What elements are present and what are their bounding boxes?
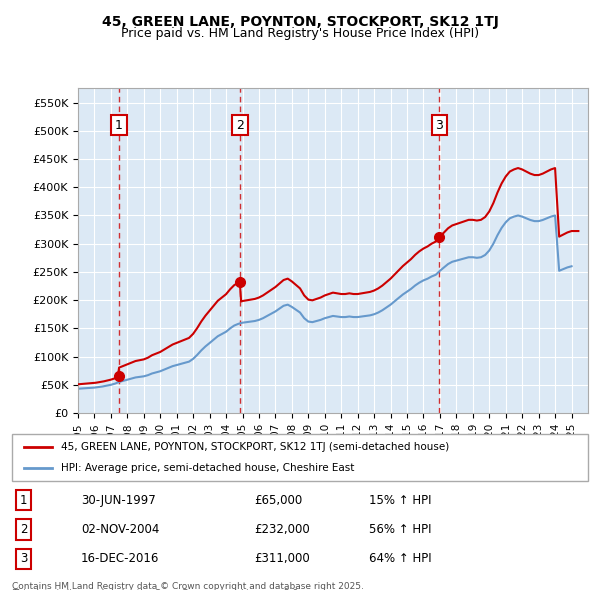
Text: 16-DEC-2016: 16-DEC-2016 <box>81 552 160 565</box>
Text: HPI: Average price, semi-detached house, Cheshire East: HPI: Average price, semi-detached house,… <box>61 463 355 473</box>
Text: 3: 3 <box>20 552 27 565</box>
Text: 2: 2 <box>20 523 27 536</box>
Text: 56% ↑ HPI: 56% ↑ HPI <box>369 523 431 536</box>
Text: 64% ↑ HPI: 64% ↑ HPI <box>369 552 432 565</box>
Text: 15% ↑ HPI: 15% ↑ HPI <box>369 494 431 507</box>
Text: This data is licensed under the Open Government Licence v3.0.: This data is licensed under the Open Gov… <box>12 589 301 590</box>
Text: 45, GREEN LANE, POYNTON, STOCKPORT, SK12 1TJ (semi-detached house): 45, GREEN LANE, POYNTON, STOCKPORT, SK12… <box>61 442 449 452</box>
Text: 45, GREEN LANE, POYNTON, STOCKPORT, SK12 1TJ: 45, GREEN LANE, POYNTON, STOCKPORT, SK12… <box>101 15 499 29</box>
Text: 2: 2 <box>236 119 244 132</box>
Text: £311,000: £311,000 <box>254 552 310 565</box>
FancyBboxPatch shape <box>12 434 588 481</box>
Text: 30-JUN-1997: 30-JUN-1997 <box>81 494 156 507</box>
Text: Contains HM Land Registry data © Crown copyright and database right 2025.: Contains HM Land Registry data © Crown c… <box>12 582 364 590</box>
Text: 3: 3 <box>435 119 443 132</box>
Text: Price paid vs. HM Land Registry's House Price Index (HPI): Price paid vs. HM Land Registry's House … <box>121 27 479 40</box>
Text: 1: 1 <box>115 119 123 132</box>
Text: 1: 1 <box>20 494 27 507</box>
Text: £232,000: £232,000 <box>254 523 310 536</box>
Text: £65,000: £65,000 <box>254 494 302 507</box>
Text: 02-NOV-2004: 02-NOV-2004 <box>81 523 160 536</box>
